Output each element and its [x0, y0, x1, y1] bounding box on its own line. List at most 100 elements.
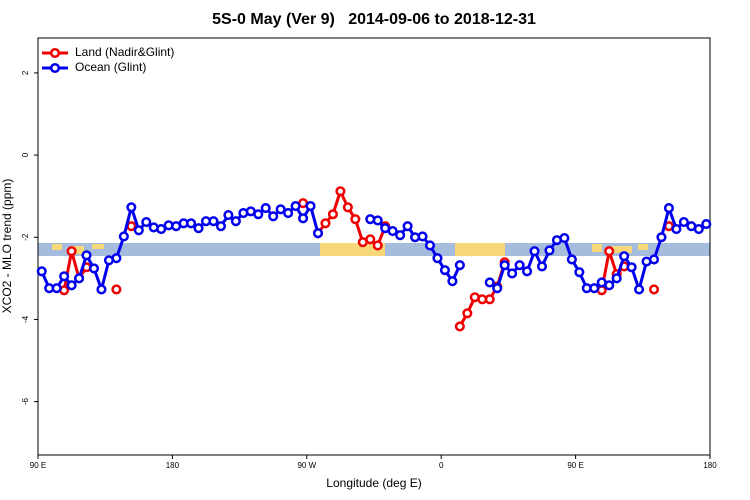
data-point — [484, 294, 495, 305]
legend-label: Ocean (Glint) — [75, 60, 146, 74]
legend-label: Land (Nadir&Glint) — [75, 45, 174, 59]
data-point — [275, 204, 286, 215]
data-point — [372, 215, 383, 226]
data-point — [514, 260, 525, 271]
y-tick-label: -6 — [21, 397, 30, 405]
x-axis-label: Longitude (deg E) — [326, 476, 421, 490]
data-point — [51, 283, 62, 294]
data-point — [111, 253, 122, 264]
data-point — [88, 263, 100, 274]
data-point — [350, 214, 361, 225]
data-point — [81, 250, 92, 261]
data-point — [223, 210, 234, 221]
data-point — [424, 240, 436, 251]
x-tick-label: 90 W — [297, 461, 316, 470]
legend-marker — [49, 62, 61, 74]
data-point — [253, 209, 264, 220]
data-point — [566, 254, 577, 265]
x-tick-label: 0 — [439, 461, 444, 470]
y-axis-label: XCO2 - MLO trend (ppm) — [0, 179, 14, 314]
data-point — [648, 284, 660, 295]
data-point — [208, 216, 219, 227]
data-point — [342, 202, 353, 213]
map-strip — [38, 243, 710, 256]
data-point — [671, 223, 682, 235]
data-point — [320, 218, 331, 229]
data-point — [589, 283, 600, 294]
series-line — [64, 191, 669, 326]
y-tick-label: 0 — [21, 152, 30, 157]
data-point — [507, 268, 518, 279]
legend-marker — [49, 47, 61, 59]
data-point — [559, 233, 570, 244]
data-point — [529, 246, 540, 257]
data-point — [395, 230, 406, 241]
data-point — [193, 223, 204, 234]
data-point — [305, 200, 316, 212]
data-point — [417, 231, 428, 242]
data-point — [111, 284, 122, 295]
data-point — [283, 207, 294, 219]
x-tick-label: 180 — [166, 461, 180, 470]
data-point — [312, 228, 324, 239]
x-tick-label: 90 E — [30, 461, 46, 470]
data-point — [574, 267, 585, 278]
data-point — [454, 260, 465, 271]
data-point — [544, 245, 555, 256]
data-point — [230, 216, 241, 227]
x-tick-label: 90 E — [567, 461, 583, 470]
data-point — [156, 223, 167, 235]
x-tick-label: 180 — [703, 461, 717, 470]
data-point — [663, 203, 674, 214]
data-point — [536, 261, 548, 272]
y-tick-label: 2 — [21, 70, 30, 75]
data-point — [522, 266, 533, 277]
data-point — [74, 273, 85, 284]
data-point — [126, 202, 137, 213]
data-point — [604, 246, 615, 257]
data-point — [454, 321, 465, 332]
data-point — [492, 283, 503, 294]
data-point — [678, 217, 689, 228]
data-point — [215, 221, 226, 232]
data-point — [365, 234, 376, 245]
data-point — [335, 186, 346, 197]
data-point — [447, 276, 458, 287]
data-point — [59, 271, 70, 282]
data-point — [66, 246, 77, 257]
data-point — [118, 231, 129, 242]
data-point — [290, 200, 301, 212]
data-point — [462, 308, 473, 319]
data-point — [432, 253, 443, 264]
data-point — [387, 226, 398, 237]
data-point — [693, 223, 704, 235]
data-point — [268, 211, 279, 222]
data-point — [327, 209, 338, 220]
data-point — [260, 203, 271, 214]
data-point — [141, 217, 152, 228]
data-point — [186, 218, 197, 229]
data-point — [611, 273, 622, 284]
data-point — [298, 213, 309, 224]
data-point — [484, 277, 495, 288]
data-point — [656, 232, 667, 243]
data-point — [634, 284, 645, 295]
data-point — [499, 260, 510, 271]
plot-frame — [37, 37, 711, 456]
data-point — [36, 266, 47, 277]
data-point — [626, 262, 637, 273]
data-point — [604, 280, 615, 291]
chart-title: 5S-0 May (Ver 9) 2014-09-06 to 2018-12-3… — [212, 11, 536, 28]
data-point — [402, 221, 413, 232]
data-point — [96, 284, 107, 295]
y-tick-label: -4 — [21, 315, 30, 323]
data-point — [701, 219, 712, 230]
data-point — [648, 254, 660, 265]
data-point — [372, 240, 383, 251]
y-tick-label: -2 — [21, 233, 30, 241]
data-point — [439, 265, 450, 276]
data-point — [133, 225, 144, 236]
data-point — [619, 251, 630, 262]
data-point — [66, 280, 77, 291]
